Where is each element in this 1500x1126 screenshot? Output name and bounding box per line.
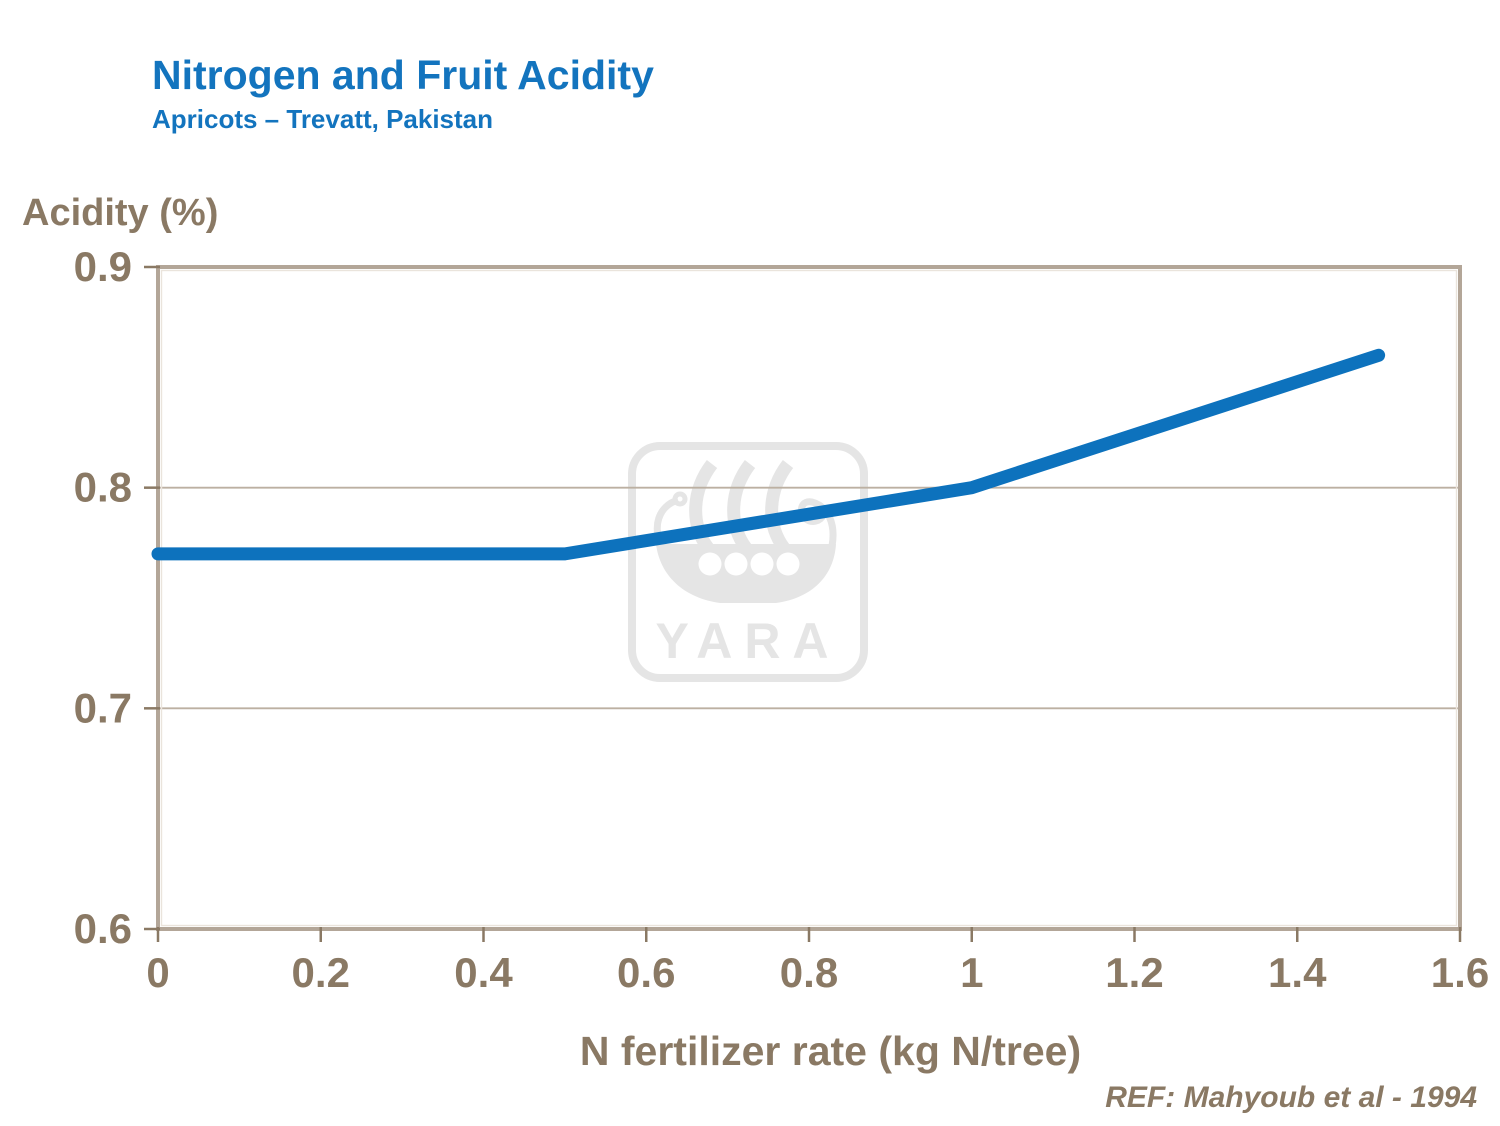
watermark-frame bbox=[628, 442, 868, 682]
plot-frame-highlight bbox=[160, 269, 1458, 927]
x-tick-label: 1.2 bbox=[1105, 949, 1163, 996]
x-tick-label: 0.6 bbox=[617, 949, 675, 996]
x-tick-label: 1.6 bbox=[1431, 949, 1489, 996]
x-tick-label: 0.8 bbox=[780, 949, 838, 996]
chart-subtitle: Apricots – Trevatt, Pakistan bbox=[152, 104, 494, 134]
y-tick-label: 0.7 bbox=[74, 684, 132, 731]
y-tick-label: 0.8 bbox=[74, 464, 132, 511]
y-axis-title: Acidity (%) bbox=[22, 192, 219, 234]
plot-frame bbox=[156, 265, 1462, 931]
x-tick-label: 0.2 bbox=[292, 949, 350, 996]
watermark-brand-text: YARA bbox=[655, 613, 840, 669]
reference-note: REF: Mahyoub et al - 1994 bbox=[1105, 1081, 1477, 1114]
y-tick-label: 0.9 bbox=[74, 243, 132, 290]
x-tick-label: 1.4 bbox=[1268, 949, 1327, 996]
x-tick-label: 0.4 bbox=[454, 949, 513, 996]
chart-title: Nitrogen and Fruit Acidity bbox=[152, 52, 654, 98]
y-tick-label: 0.6 bbox=[74, 905, 132, 952]
x-tick-label: 1 bbox=[960, 949, 983, 996]
x-axis-title: N fertilizer rate (kg N/tree) bbox=[579, 1028, 1082, 1074]
data-line-fruit-acidity bbox=[151, 348, 1386, 561]
yara-watermark-logo: YARA bbox=[628, 442, 868, 682]
x-tick-label: 0 bbox=[146, 949, 169, 996]
